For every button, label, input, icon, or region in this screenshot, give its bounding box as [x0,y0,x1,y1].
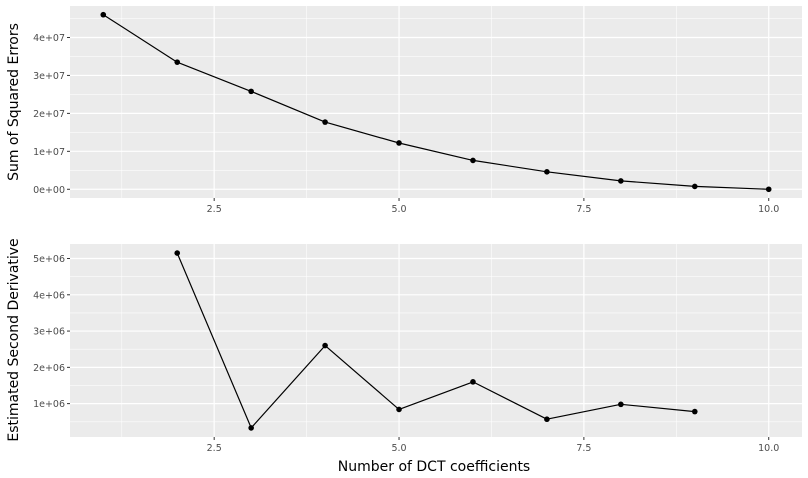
sse-x-tick-label: 2.5 [207,204,222,215]
second-derivative-data-point [691,408,698,415]
sse-y-axis: 0e+00 1e+07 2e+07 3e+07 4e+07 [33,33,70,196]
second-derivative-panel-background [70,244,802,437]
second-derivative-data-point [470,379,476,385]
second-derivative-y-tick-label: 3e+06 [33,327,65,338]
sse-data-point [470,157,476,164]
sse-y-tick-label: 1e+07 [33,147,65,158]
sse-data-point [765,186,772,193]
second-derivative-major-grid [70,244,802,437]
sse-y-tick-label: 4e+07 [33,33,65,44]
x-axis-title: Number of DCT coefficients [338,459,530,475]
sse-data-point [396,140,402,146]
sse-data-point [691,183,698,190]
second-derivative-data-point [322,342,328,349]
second-derivative-x-tick-label: 10.0 [758,443,779,454]
sse-y-tick-label: 3e+07 [33,71,65,82]
second-derivative-data-point [248,425,254,431]
second-derivative-series [174,250,698,431]
second-derivative-y-axis-title: Estimated Second Derivative [6,238,22,441]
second-derivative-y-tick-label: 5e+06 [33,254,65,265]
sse-x-axis: 2.5 5.0 7.5 10.0 [207,198,779,215]
sse-x-tick-label: 5.0 [391,204,406,215]
second-derivative-data-point [544,416,550,423]
sse-data-point [174,59,181,65]
sse-panel-background [70,6,802,198]
second-derivative-y-axis: 1e+06 2e+06 3e+06 4e+06 5e+06 [33,254,70,410]
second-derivative-series-line [176,252,695,429]
sse-y-tick-label: 2e+07 [33,109,65,120]
sse-series [100,11,772,193]
second-derivative-x-tick-label: 2.5 [207,443,222,454]
sse-data-point [322,119,328,125]
sse-data-point [248,88,254,95]
sse-x-tick-label: 7.5 [576,204,591,215]
second-derivative-y-tick-label: 1e+06 [33,399,65,410]
sse-series-line [102,14,769,190]
second-derivative-y-tick-label: 4e+06 [33,290,65,301]
sse-y-axis-title: Sum of Squared Errors [6,23,22,181]
sse-data-point [544,169,550,175]
sse-data-point [618,178,624,184]
second-derivative-x-axis: 2.5 5.0 7.5 10.0 [207,437,779,454]
second-derivative-minor-grid [70,244,802,437]
second-derivative-data-point [174,250,181,256]
sse-data-point [100,11,107,18]
second-derivative-data-point [396,406,402,413]
second-derivative-y-tick-label: 2e+06 [33,363,65,374]
sse-major-grid [70,6,802,198]
second-derivative-x-tick-label: 5.0 [391,443,406,454]
second-derivative-data-point [618,401,624,408]
second-derivative-x-tick-label: 7.5 [576,443,591,454]
sse-y-tick-label: 0e+00 [33,185,65,196]
sse-x-tick-label: 10.0 [758,204,779,215]
